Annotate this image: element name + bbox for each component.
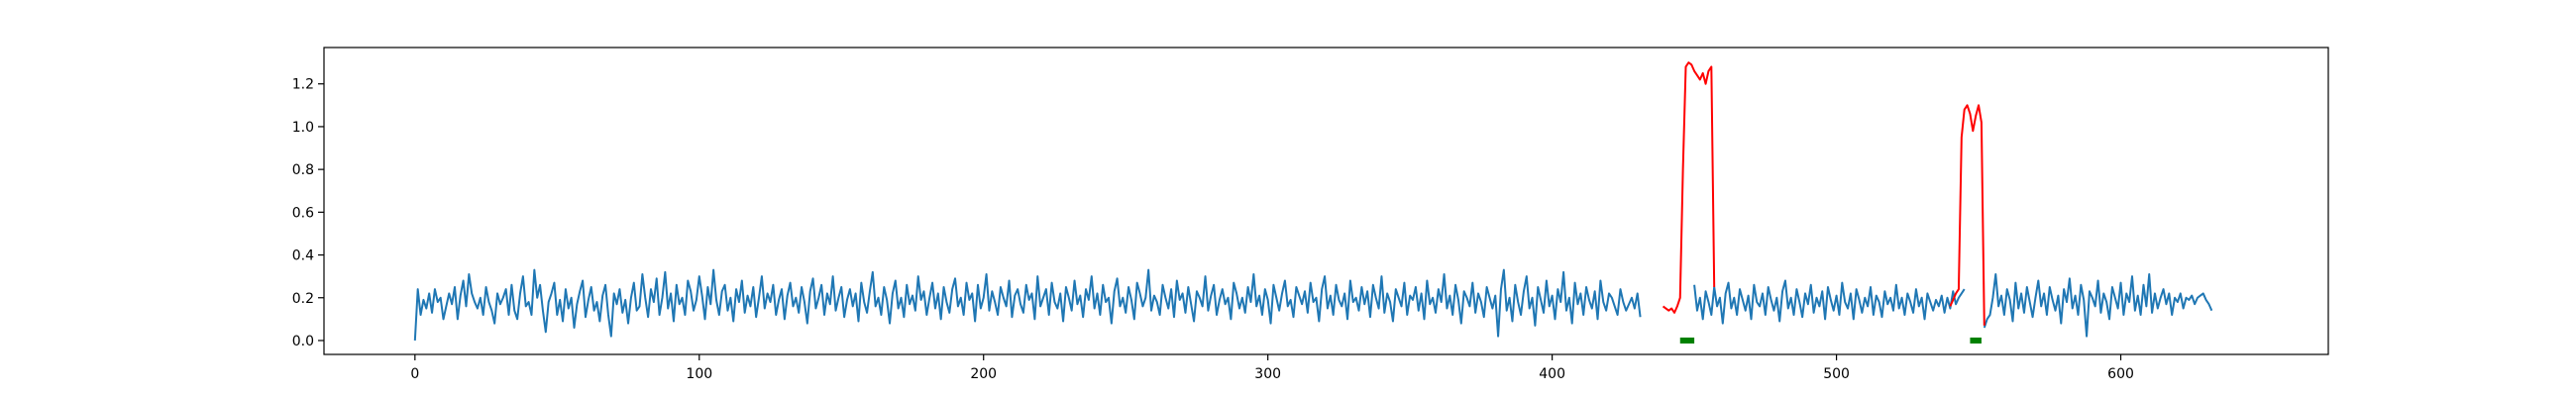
series-line-anomaly-1: [1662, 61, 1716, 314]
x-tick-label: 400: [1539, 366, 1565, 382]
y-tick-label: 0.4: [292, 248, 314, 264]
y-axis: 0.0 0.2 0.4 0.6 0.8 1.0 1.2: [292, 77, 324, 349]
plot-marks: [413, 61, 2213, 344]
x-tick-label: 0: [410, 366, 419, 382]
y-tick-label: 0.8: [292, 162, 314, 178]
axes-frame: [323, 47, 2329, 355]
series-line-signal: [1983, 272, 2213, 338]
x-tick-label: 500: [1823, 366, 1850, 382]
y-tick-label: 1.0: [292, 120, 314, 136]
x-axis: 0 100 200 300 400 500 600: [410, 354, 2134, 382]
x-tick-label: 300: [1254, 366, 1281, 382]
x-tick-label: 100: [686, 366, 712, 382]
series-line-signal: [413, 268, 1642, 342]
y-tick-label: 0.0: [292, 334, 314, 349]
series-line-anomaly-2: [1949, 104, 1986, 326]
y-tick-label: 0.2: [292, 291, 314, 307]
x-tick-label: 600: [2107, 366, 2134, 382]
series-line-signal: [1693, 279, 1966, 325]
x-tick-label: 200: [970, 366, 997, 382]
y-tick-label: 1.2: [292, 77, 314, 93]
y-tick-label: 0.6: [292, 205, 314, 221]
